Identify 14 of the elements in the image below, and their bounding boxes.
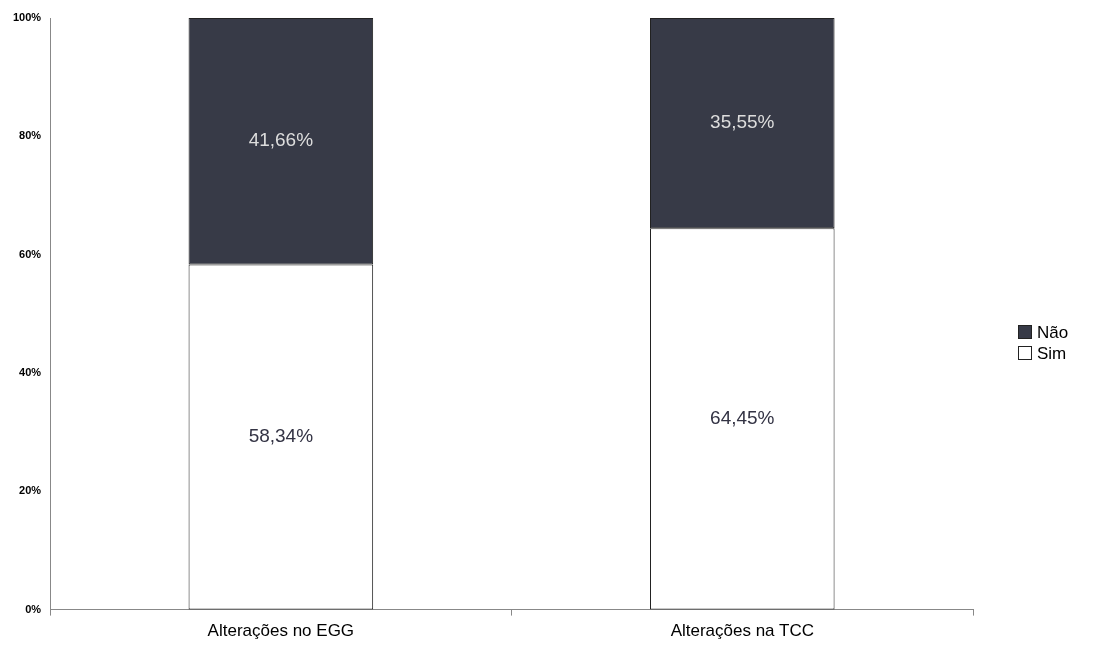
data-label: 58,34% xyxy=(248,425,314,447)
legend-label: Não xyxy=(1037,323,1069,342)
y-tick-label: 40% xyxy=(19,365,42,378)
text: Sim xyxy=(1037,344,1067,363)
y-tick-label: 60% xyxy=(19,247,42,260)
x-tick-label: Alterações no EGG xyxy=(207,621,355,641)
data-label: 35,55% xyxy=(710,111,775,133)
y-tick-label: 100% xyxy=(12,11,42,24)
data-label: 64,45% xyxy=(710,407,775,429)
data-label: 41,66% xyxy=(248,129,314,151)
y-tick-label: 20% xyxy=(19,484,42,497)
x-tick-label: Alterações na TCC xyxy=(670,621,814,641)
y-tick-label: 0% xyxy=(25,602,42,615)
y-tick-label: 80% xyxy=(19,129,42,142)
